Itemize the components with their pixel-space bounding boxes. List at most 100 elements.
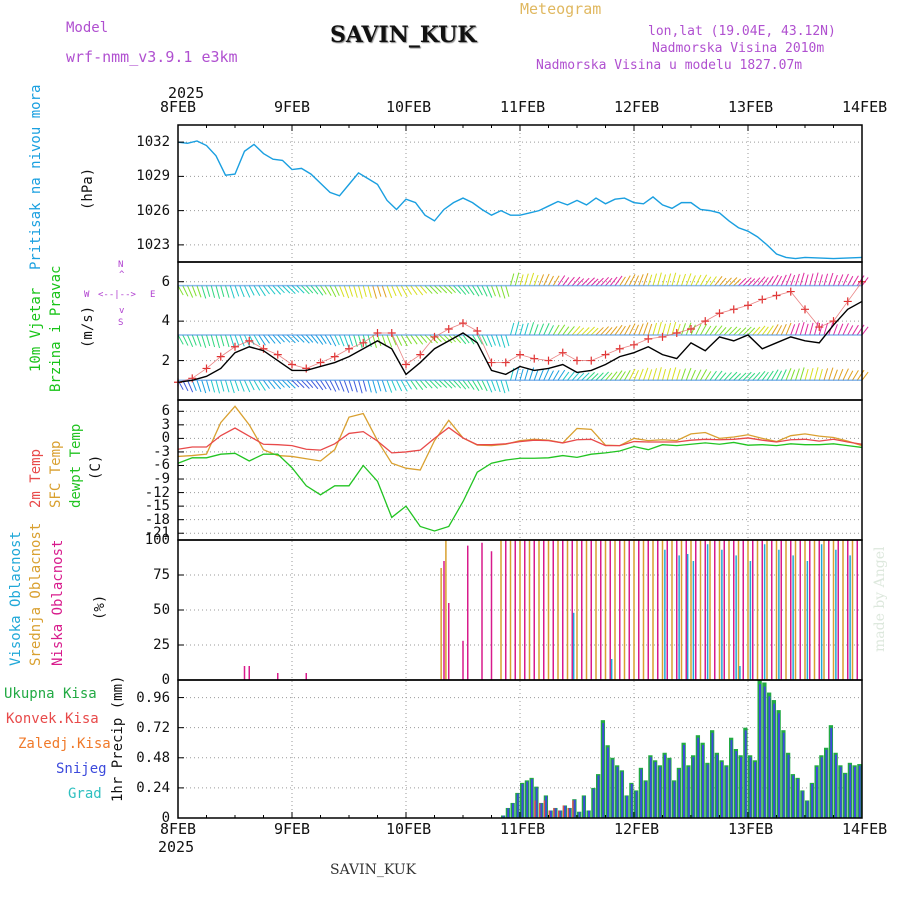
wind-barb xyxy=(377,285,382,297)
wind-barb xyxy=(400,285,408,297)
wind-barb xyxy=(358,334,363,349)
snow-bar xyxy=(744,730,747,818)
snow-bar xyxy=(564,805,567,818)
panel-frame-precip xyxy=(177,679,863,819)
wind-barb xyxy=(415,379,424,390)
wind-barb xyxy=(429,285,439,295)
wind-barb xyxy=(595,277,604,287)
wind-barb xyxy=(662,368,667,381)
wind-barb xyxy=(586,372,595,381)
wind-barb xyxy=(220,285,225,297)
wind-barb xyxy=(495,334,501,347)
wind-barb xyxy=(519,323,524,336)
snow-bar xyxy=(796,779,799,818)
compass-up: ^ xyxy=(119,270,125,280)
wind-barb xyxy=(628,368,636,381)
snow-bar xyxy=(549,810,552,818)
wind-barb xyxy=(771,274,779,286)
wind-barb xyxy=(780,274,787,286)
wind-barb xyxy=(448,285,456,294)
wind-barb xyxy=(799,321,805,336)
wind-barb xyxy=(681,368,686,381)
wind-barb xyxy=(609,326,618,336)
wind-barb xyxy=(529,272,535,286)
snow-bar xyxy=(811,783,814,818)
wind-barb xyxy=(600,276,609,286)
wind-barb xyxy=(424,379,433,389)
snow-bar xyxy=(640,769,643,818)
wind-barb xyxy=(814,272,819,286)
wind-barb xyxy=(296,334,305,343)
wind-barb xyxy=(647,274,653,286)
footer-station: SAVIN_KUK xyxy=(330,862,417,878)
wind-unit: (m/s) xyxy=(80,305,96,348)
wind-barb xyxy=(837,274,844,286)
wind-barb xyxy=(353,285,358,298)
wind-barb xyxy=(320,285,327,295)
wind-barb xyxy=(738,327,747,336)
wind-barb xyxy=(272,334,282,344)
wind-barb xyxy=(543,323,550,336)
wind-barb xyxy=(681,273,686,286)
wind-barb xyxy=(424,285,433,294)
wind-barb xyxy=(676,369,681,381)
wind-barb xyxy=(225,285,230,298)
gust-line xyxy=(177,281,863,383)
panel-frames xyxy=(177,124,863,819)
legend-grad: Grad xyxy=(68,786,102,802)
wind-barb xyxy=(263,379,270,389)
wind-barb xyxy=(334,380,340,391)
wind-barb xyxy=(814,367,819,381)
pressure-tick-label: 1023 xyxy=(136,236,170,253)
wind-barb xyxy=(343,334,350,348)
wind-barb xyxy=(576,372,585,381)
wind-barb xyxy=(747,278,756,287)
wind-barb xyxy=(263,334,270,344)
wind-barb xyxy=(367,285,372,298)
wind-barb xyxy=(272,285,282,295)
precip-tick-label: 0.96 xyxy=(136,689,170,706)
wind-barb xyxy=(571,325,581,336)
cloud-panel xyxy=(178,540,862,681)
wind-barb xyxy=(562,326,570,336)
wind-barb xyxy=(833,369,838,381)
wind-barb xyxy=(320,334,327,344)
snow-bar xyxy=(678,769,681,818)
snow-bar xyxy=(530,779,533,818)
convective-bar xyxy=(539,802,541,818)
wind-barb xyxy=(400,380,408,392)
wind-barb xyxy=(576,327,585,336)
snow-bar xyxy=(792,775,795,818)
wind-barb xyxy=(457,379,467,390)
wind-barb xyxy=(719,327,727,336)
wind-barb xyxy=(196,380,202,393)
snow-bar xyxy=(720,762,723,818)
cloud-label-b: Srednja Oblacnost xyxy=(28,522,44,666)
wind-barb xyxy=(438,334,448,343)
compass-arrows: <--|--> xyxy=(98,290,136,300)
temp-tick-label: 6 xyxy=(161,403,170,420)
wind-barb xyxy=(533,324,539,336)
wind-barb xyxy=(852,370,859,381)
legend-total: Ukupna Kisa xyxy=(4,686,97,702)
day-label-bottom: 9FEB xyxy=(273,820,311,838)
pressure-label: Pritisak na nivou mora xyxy=(28,84,44,270)
temp-tick-label: 0 xyxy=(161,430,170,447)
wind-barb xyxy=(728,371,738,381)
snow-bar xyxy=(735,751,738,818)
wind-barb xyxy=(472,285,480,297)
wind-barb xyxy=(804,323,809,336)
snow-bar xyxy=(535,787,538,818)
temp-tick-label: -18 xyxy=(144,511,170,528)
wind-barb xyxy=(324,334,332,346)
temp-tick-label: 3 xyxy=(161,416,170,433)
wind-barb xyxy=(229,285,235,299)
wind-barb xyxy=(709,276,717,286)
wind-barb xyxy=(818,369,823,381)
wind-barb xyxy=(386,285,393,299)
wind-barb xyxy=(837,368,844,381)
wind-barb xyxy=(666,322,672,336)
snow-bar xyxy=(559,810,562,818)
snow-bar xyxy=(801,791,804,818)
wind-barb xyxy=(267,379,276,390)
